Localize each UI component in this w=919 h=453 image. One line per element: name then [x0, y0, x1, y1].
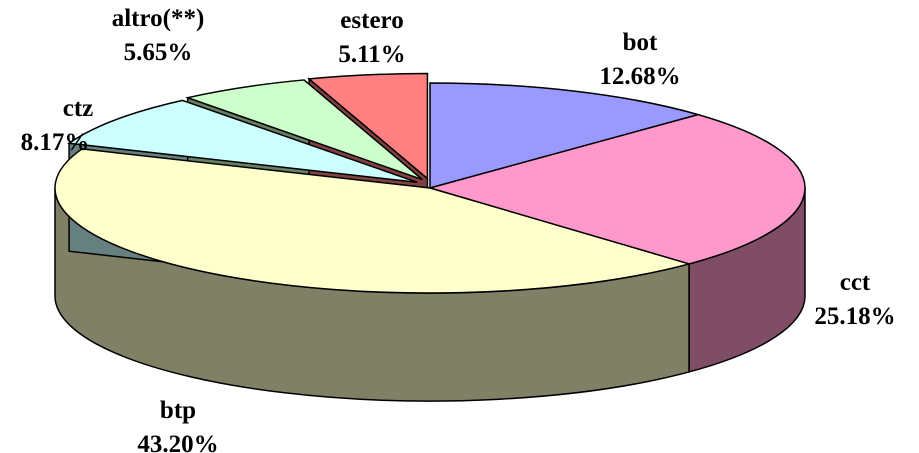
slice-value-label: 8.17% [21, 129, 90, 156]
slice-value-label: 25.18% [814, 303, 895, 330]
slice [184, 79, 423, 181]
slice [427, 113, 806, 265]
slice [67, 99, 418, 184]
slice-value-label: 5.11% [338, 41, 405, 68]
slice-value-label: 43.20% [137, 431, 218, 453]
slice-label: altro(**) [112, 5, 205, 32]
slice-value-label: 12.68% [599, 63, 680, 90]
slice-value-label: 5.65% [124, 39, 193, 66]
slice-label: estero [340, 7, 403, 34]
slice-label: bot [623, 29, 658, 56]
slice [54, 148, 692, 294]
slice-label: cct [840, 269, 871, 296]
slice [307, 72, 429, 181]
slice-label: ctz [63, 95, 94, 122]
slice-label: btp [160, 397, 196, 424]
slice [429, 82, 701, 189]
